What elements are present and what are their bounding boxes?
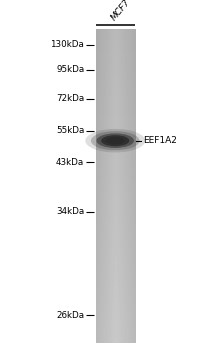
Ellipse shape <box>101 135 129 146</box>
Text: 130kDa: 130kDa <box>50 40 84 49</box>
Ellipse shape <box>85 129 145 153</box>
Text: 72kDa: 72kDa <box>56 94 84 103</box>
Ellipse shape <box>97 133 134 148</box>
Text: 43kDa: 43kDa <box>56 158 84 167</box>
Text: EEF1A2: EEF1A2 <box>143 136 177 145</box>
Text: 95kDa: 95kDa <box>56 65 84 75</box>
Text: 55kDa: 55kDa <box>56 126 84 135</box>
Text: 34kDa: 34kDa <box>56 207 84 216</box>
Text: 26kDa: 26kDa <box>56 310 84 320</box>
Ellipse shape <box>91 131 139 150</box>
Text: MCF7: MCF7 <box>109 0 132 23</box>
Ellipse shape <box>106 137 125 145</box>
